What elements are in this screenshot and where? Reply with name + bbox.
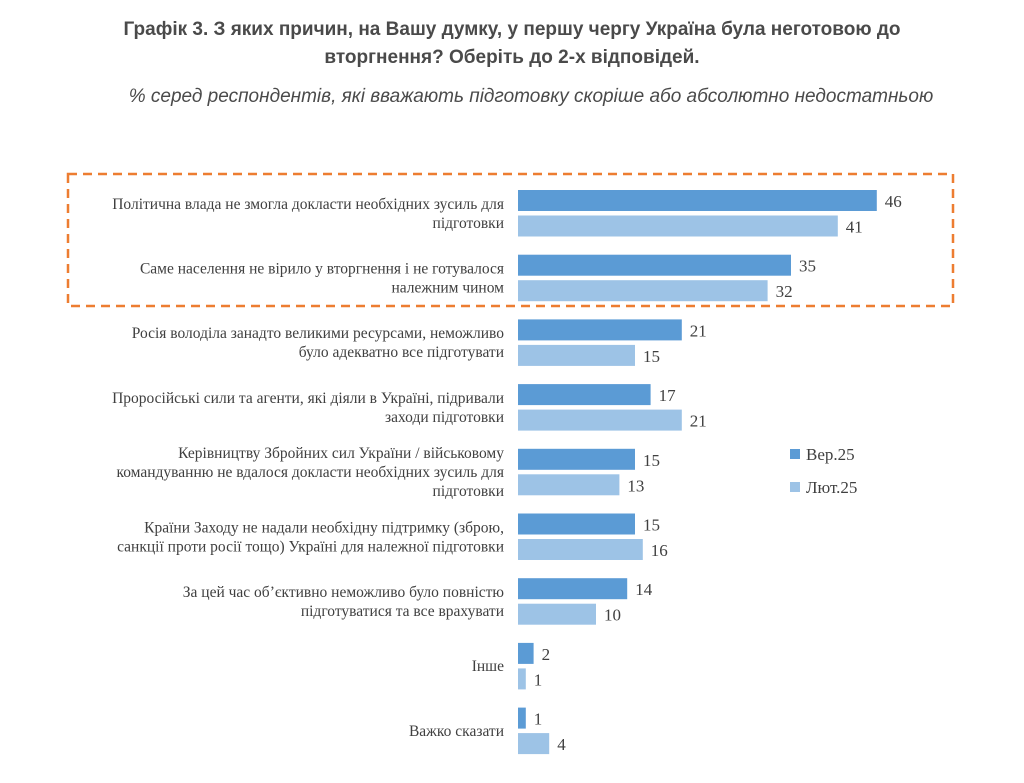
bar-series-1 xyxy=(518,384,651,406)
category-label: Саме населення не вірило у вторгнення і … xyxy=(140,260,504,277)
bar-series-2 xyxy=(518,474,620,496)
data-label: 35 xyxy=(799,257,816,276)
category-label: Керівництву Збройних сил України / війсь… xyxy=(178,445,504,462)
data-label: 41 xyxy=(846,218,863,237)
data-label: 15 xyxy=(643,451,660,470)
chart-subtitle: % серед респондентів, які вважають підго… xyxy=(128,86,934,107)
legend-label: Лют.25 xyxy=(806,478,857,497)
category-label: командуванню не вдалося докласти необхід… xyxy=(116,464,504,481)
bar-series-1 xyxy=(518,578,628,600)
category-label: підготуватися та все врахувати xyxy=(301,603,504,620)
data-label: 16 xyxy=(651,541,668,560)
bar-series-1 xyxy=(518,707,526,729)
data-label: 32 xyxy=(776,282,793,301)
data-label: 14 xyxy=(635,580,653,599)
data-label: 13 xyxy=(627,476,644,495)
chart-title-line-2: вторгнення? Оберіть до 2-х відповідей. xyxy=(324,47,700,68)
bar-series-2 xyxy=(518,280,768,302)
bar-series-1 xyxy=(518,448,635,470)
highlight-box xyxy=(66,172,955,308)
data-label: 21 xyxy=(690,412,707,431)
category-label: підготовки xyxy=(433,483,504,500)
category-label: заходи підготовки xyxy=(385,409,504,426)
chart-title-line-1: Графік 3. З яких причин, на Вашу думку, … xyxy=(123,19,901,40)
data-label: 17 xyxy=(659,386,677,405)
category-label: Проросійські сили та агенти, які діяли в… xyxy=(112,390,504,407)
bar-series-1 xyxy=(518,513,635,535)
category-label: Росія володіла занадто великими ресурсам… xyxy=(132,325,505,342)
category-label: Важко сказати xyxy=(409,723,504,740)
category-label: Країни Заходу не надали необхідну підтри… xyxy=(144,519,504,536)
category-label: Інше xyxy=(472,658,504,675)
bar-series-2 xyxy=(518,603,596,625)
bar-series-1 xyxy=(518,254,791,276)
bar-series-2 xyxy=(518,215,838,237)
bar-series-1 xyxy=(518,642,534,664)
data-label: 15 xyxy=(643,347,660,366)
bar-series-2 xyxy=(518,409,682,431)
category-label: За цей час об’єктивно неможливо було пов… xyxy=(183,584,504,601)
bar-series-2 xyxy=(518,668,526,690)
bar-series-1 xyxy=(518,319,682,341)
data-label: 4 xyxy=(557,735,566,754)
chart-title: Графік 3. З яких причин, на Вашу думку, … xyxy=(0,16,1024,72)
legend-label: Вер.25 xyxy=(806,445,855,464)
bar-series-2 xyxy=(518,733,550,755)
category-label: Політична влада не змогла докласти необх… xyxy=(112,196,504,213)
data-label: 1 xyxy=(534,710,543,729)
data-label: 46 xyxy=(885,192,902,211)
data-label: 2 xyxy=(542,645,551,664)
data-label: 1 xyxy=(534,670,543,689)
bar-series-2 xyxy=(518,344,635,366)
data-label: 10 xyxy=(604,606,621,625)
data-label: 15 xyxy=(643,516,660,535)
category-label: належним чином xyxy=(391,279,504,296)
category-label: санкції проти росії тощо) Україні для на… xyxy=(117,538,504,555)
legend-swatch xyxy=(790,482,800,492)
category-label: підготовки xyxy=(433,215,504,232)
bar-series-2 xyxy=(518,539,643,560)
legend-swatch xyxy=(790,449,800,459)
category-label: було адекватно все підготувати xyxy=(299,344,504,361)
bar-series-1 xyxy=(518,190,877,211)
data-label: 21 xyxy=(690,321,707,340)
